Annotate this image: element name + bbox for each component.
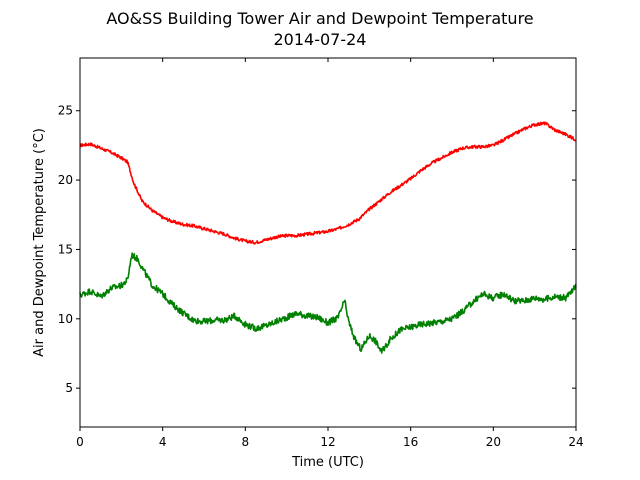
y-axis-label: Air and Dewpoint Temperature (°C) (32, 128, 47, 357)
chart-subtitle: 2014-07-24 (274, 30, 367, 49)
y-tick-label: 10 (58, 312, 73, 326)
y-tick-label: 25 (58, 104, 73, 118)
data-layer (79, 121, 577, 354)
series-line-air-temperature (79, 121, 577, 245)
x-tick-label: 16 (403, 435, 418, 449)
y-tick-label: 15 (58, 242, 73, 256)
y-tick-label: 5 (65, 381, 73, 395)
x-axis-label: Time (UTC) (291, 455, 364, 470)
series-line-dewpoint (79, 252, 577, 354)
x-tick-label: 24 (568, 435, 583, 449)
plot-frame (79, 57, 577, 428)
x-tick-label: 20 (486, 435, 501, 449)
y-tick-label: 20 (58, 173, 73, 187)
ticks-layer: 0 4 8 12 16 20 24 5 10 15 20 25 (58, 58, 584, 449)
x-tick-label: 12 (320, 435, 335, 449)
chart-title: AO&SS Building Tower Air and Dewpoint Te… (106, 9, 533, 28)
x-tick-label: 8 (242, 435, 250, 449)
x-tick-label: 0 (76, 435, 84, 449)
x-tick-label: 4 (159, 435, 167, 449)
